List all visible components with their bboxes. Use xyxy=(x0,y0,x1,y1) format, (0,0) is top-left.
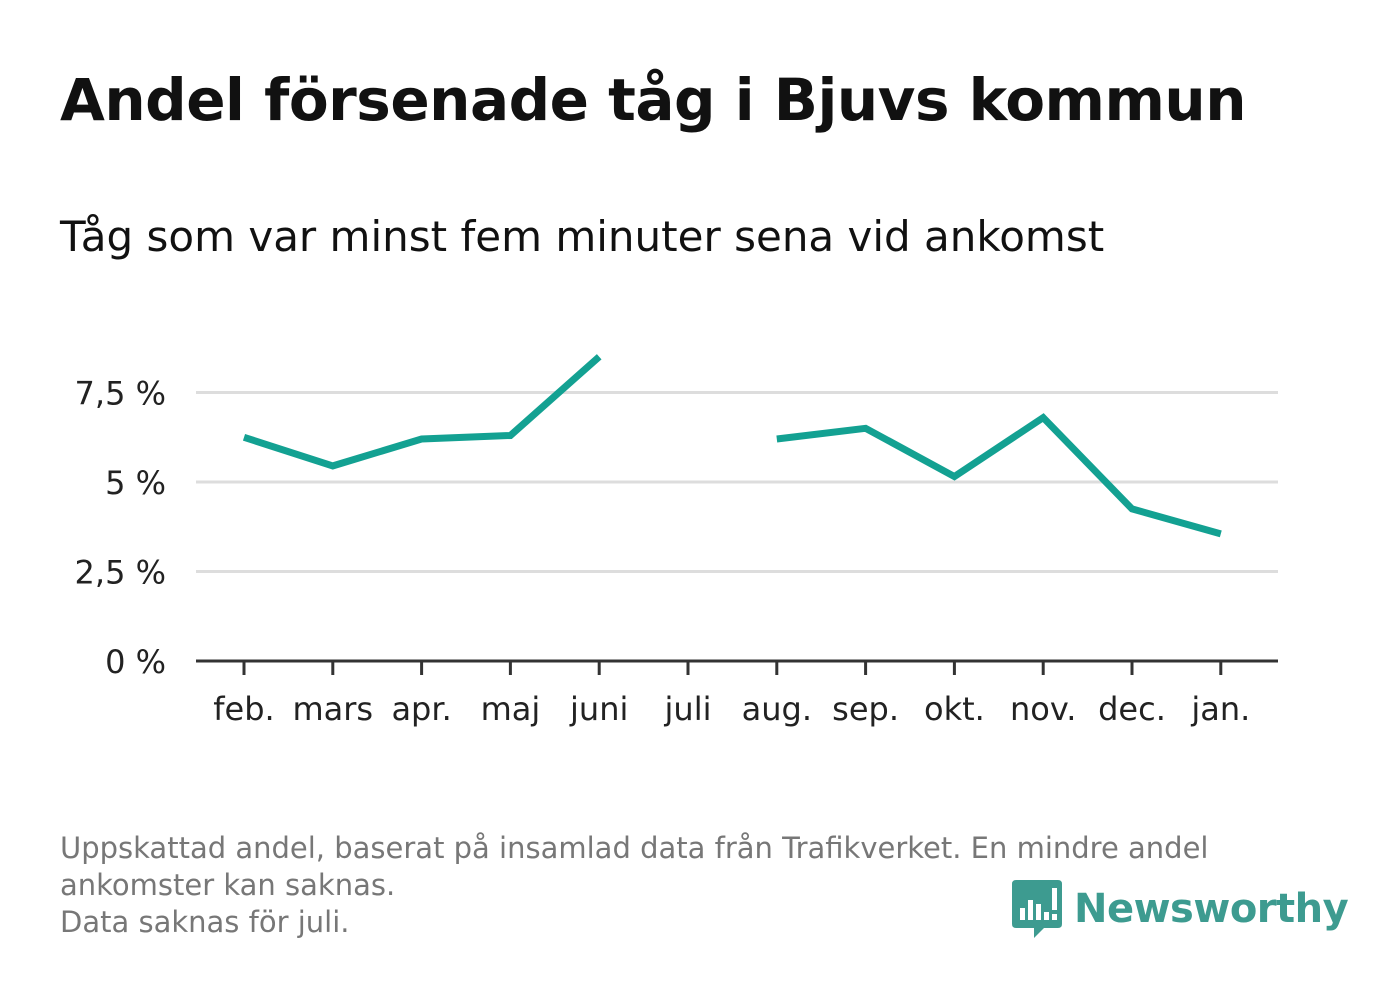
y-tick-label: 2,5 % xyxy=(75,554,166,592)
series-line-segment xyxy=(244,357,599,466)
y-tick-label: 0 % xyxy=(105,643,166,681)
x-tick-label: aug. xyxy=(742,690,812,728)
line-chart: 0 % 2,5 % 5 % 7,5 % feb. mars apr. maj juni juli… xyxy=(0,300,1382,750)
chart-subtitle: Tåg som var minst fem minuter sena vid a… xyxy=(60,212,1104,261)
x-tick-label: sep. xyxy=(832,690,899,728)
y-tick-label: 5 % xyxy=(105,464,166,502)
y-axis-tick-labels: 0 % 2,5 % 5 % 7,5 % xyxy=(75,375,166,682)
x-tick-label: nov. xyxy=(1010,690,1076,728)
x-tick-label: feb. xyxy=(213,690,274,728)
x-tick-label: apr. xyxy=(391,690,451,728)
brand-name: Newsworthy xyxy=(1074,886,1348,932)
x-tick-label: jan. xyxy=(1190,690,1250,728)
y-tick-label: 7,5 % xyxy=(75,375,166,413)
series-line-segment xyxy=(777,418,1221,534)
series-lines xyxy=(244,357,1221,534)
x-tick-label: maj xyxy=(481,690,541,728)
grid-lines xyxy=(196,393,1278,572)
footnote-line-1: Uppskattad andel, baserat på insamlad da… xyxy=(60,830,1310,867)
newsworthy-logo-icon xyxy=(1012,880,1062,938)
brand-logo: Newsworthy xyxy=(1012,880,1348,938)
x-tick-label: okt. xyxy=(924,690,985,728)
x-tick-label: juli xyxy=(664,690,712,728)
x-tick-label: juni xyxy=(569,690,628,728)
x-axis-ticks: feb. mars apr. maj juni juli aug. sep. okt. nov. d… xyxy=(213,661,1250,728)
x-tick-label: dec. xyxy=(1098,690,1166,728)
chart-title: Andel försenade tåg i Bjuvs kommun xyxy=(60,66,1246,134)
x-tick-label: mars xyxy=(292,690,373,728)
